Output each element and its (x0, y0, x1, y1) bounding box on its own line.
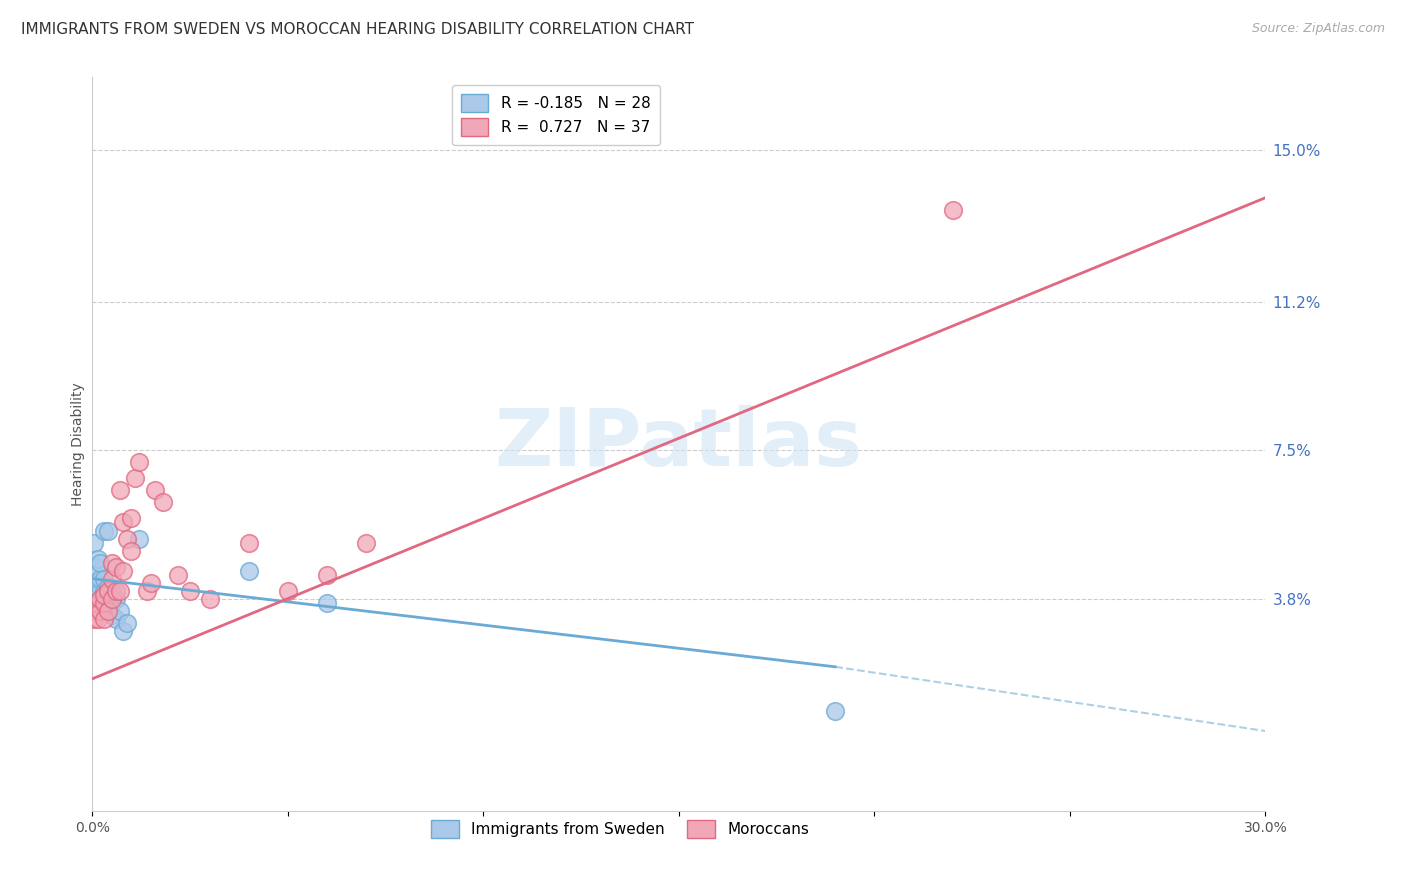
Point (128, 455, 150, 469)
Point (941, 202, 963, 217)
Point (89, 583, 111, 598)
Point (128, 532, 150, 546)
Point (139, 575, 162, 590)
Point (84, 559, 107, 574)
Point (97, 583, 120, 598)
Point (179, 583, 201, 598)
Point (89, 572, 111, 586)
Point (824, 704, 846, 718)
Point (93, 572, 115, 586)
Point (83, 612, 105, 626)
Point (89, 591, 111, 606)
Point (112, 516, 135, 530)
Point (87, 612, 110, 626)
Point (117, 532, 139, 546)
Point (104, 591, 127, 606)
Point (167, 567, 190, 582)
Point (120, 511, 142, 525)
Point (89, 604, 111, 618)
Point (100, 607, 122, 622)
Text: ZIPatlas: ZIPatlas (495, 405, 863, 483)
Point (100, 572, 122, 586)
Point (93, 524, 115, 538)
Point (143, 483, 166, 498)
Point (93, 588, 115, 602)
Legend: Immigrants from Sweden, Moroccans: Immigrants from Sweden, Moroccans (425, 814, 815, 844)
Point (97, 591, 120, 606)
Point (93, 591, 115, 606)
Point (93, 612, 115, 626)
Point (112, 564, 135, 578)
Point (97, 604, 120, 618)
Point (100, 583, 122, 598)
Point (120, 543, 142, 558)
Point (152, 495, 174, 509)
Point (354, 535, 377, 549)
Text: IMMIGRANTS FROM SWEDEN VS MOROCCAN HEARING DISABILITY CORRELATION CHART: IMMIGRANTS FROM SWEDEN VS MOROCCAN HEARI… (21, 22, 695, 37)
Point (112, 624, 135, 638)
Point (277, 583, 299, 598)
Point (100, 591, 122, 606)
Point (104, 583, 127, 598)
Point (198, 591, 221, 606)
Point (136, 583, 159, 598)
Y-axis label: Hearing Disability: Hearing Disability (72, 383, 86, 506)
Point (87, 551, 110, 566)
Point (97, 524, 120, 538)
Point (84, 596, 107, 610)
Point (100, 556, 122, 570)
Point (315, 567, 337, 582)
Point (104, 559, 127, 574)
Point (97, 580, 120, 594)
Point (93, 583, 115, 598)
Text: Source: ZipAtlas.com: Source: ZipAtlas.com (1251, 22, 1385, 36)
Point (315, 596, 337, 610)
Point (104, 612, 127, 626)
Point (93, 596, 115, 610)
Point (84, 575, 107, 590)
Point (238, 535, 260, 549)
Point (89, 591, 111, 606)
Point (124, 471, 146, 485)
Point (83, 535, 105, 549)
Point (108, 483, 131, 498)
Point (117, 615, 139, 630)
Point (89, 556, 111, 570)
Point (108, 604, 131, 618)
Point (238, 564, 260, 578)
Point (108, 583, 131, 598)
Point (100, 591, 122, 606)
Point (97, 599, 120, 614)
Point (84, 604, 107, 618)
